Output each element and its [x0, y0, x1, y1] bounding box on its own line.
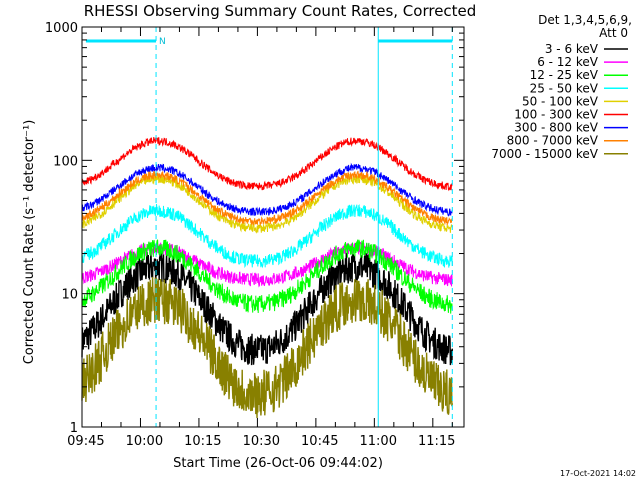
series-line [81, 239, 453, 314]
series-line [81, 170, 453, 227]
series-line [81, 203, 453, 269]
generation-timestamp: 17-Oct-2021 14:02 [560, 469, 636, 478]
x-tick-label: 10:15 [184, 434, 221, 449]
series-layer [81, 137, 453, 419]
legend-entry-label: 6 - 12 keV [537, 55, 599, 69]
y-tick-label: 1 [70, 421, 78, 436]
y-tick-label: 10 [61, 288, 78, 303]
x-axis-label: Start Time (26-Oct-06 09:44:02) [173, 456, 383, 471]
plot-frame [81, 26, 465, 428]
series-line [81, 276, 453, 419]
x-tick-label: 09:45 [67, 434, 104, 449]
series-line [81, 162, 453, 217]
axes-layer: 09:45 10:00 10:15 10:30 10:45 11:00 11:15 1 10 10… [45, 21, 465, 449]
legend-entry-label: 7000 - 15000 keV [491, 147, 598, 161]
x-tick-label: 11:15 [418, 434, 455, 449]
x-tick-label: 10:30 [243, 434, 280, 449]
chart-title: RHESSI Observing Summary Count Rates, Co… [84, 2, 477, 20]
legend-entry-label: 3 - 6 keV [545, 42, 599, 56]
x-tick-label: 10:00 [126, 434, 163, 449]
legend-header-line-1: Det 1,3,4,5,6,9, [538, 13, 632, 27]
legend-header-line-2: Att 0 [599, 26, 628, 40]
legend-entry-label: 800 - 7000 keV [507, 134, 599, 148]
y-axis-label: Corrected Count Rate (s⁻¹ detector⁻¹) [22, 120, 37, 365]
legend-entry-label: 25 - 50 keV [530, 81, 599, 95]
series-line [81, 251, 453, 366]
x-tick-label: 10:45 [301, 434, 338, 449]
y-tick-label: 1000 [45, 21, 78, 36]
y-tick-label: 100 [53, 154, 78, 169]
legend-entry-label: 100 - 300 keV [514, 108, 598, 122]
legend-entry-label: 50 - 100 keV [522, 94, 599, 108]
night-bar-label: N [159, 37, 166, 47]
x-tick-label: 11:00 [360, 434, 397, 449]
series-line [81, 137, 453, 192]
legend-entry-label: 300 - 800 keV [514, 121, 598, 135]
legend-entry-label: 12 - 25 keV [530, 68, 599, 82]
